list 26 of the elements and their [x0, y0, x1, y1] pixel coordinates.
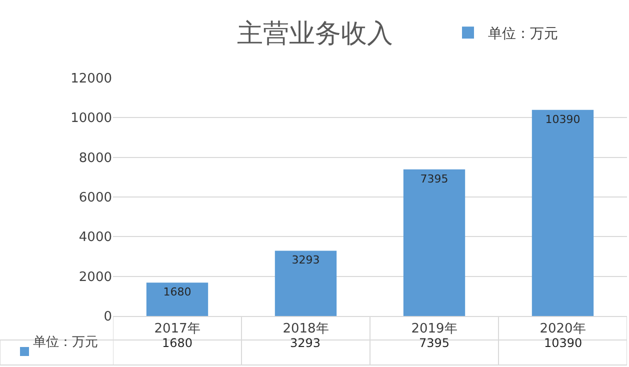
- x-tick-label: 2018年: [282, 322, 329, 337]
- y-tick-label: 4000: [78, 230, 112, 246]
- text: 10390: [544, 336, 582, 350]
- y-tick-label: 10000: [70, 111, 112, 126]
- data-label: 7395: [420, 172, 448, 186]
- bar: [274, 250, 337, 316]
- text: 3293: [290, 336, 321, 350]
- y-tick-label: 6000: [78, 190, 112, 206]
- data-label: 10390: [545, 112, 580, 126]
- y-tick-label: 8000: [78, 150, 112, 166]
- bar: [146, 282, 208, 316]
- data-label: 3293: [292, 254, 320, 267]
- bar: [403, 169, 466, 316]
- y-tick-label: 0: [104, 310, 112, 325]
- bar: [532, 110, 594, 316]
- x-tick-label: 2020年: [540, 322, 586, 337]
- text: 单位：万元: [33, 335, 98, 350]
- text: 1680: [162, 336, 193, 350]
- x-tick-label: 2019年: [411, 322, 458, 337]
- x-tick-label: 2017年: [154, 322, 200, 337]
- y-tick-label: 2000: [78, 270, 112, 285]
- data-label: 1680: [163, 286, 192, 299]
- legend-label: 单位：万元: [488, 26, 558, 42]
- y-tick-label: 12000: [70, 72, 112, 87]
- text: 7395: [419, 336, 450, 350]
- chart-title: 主营业务收入: [237, 19, 393, 50]
